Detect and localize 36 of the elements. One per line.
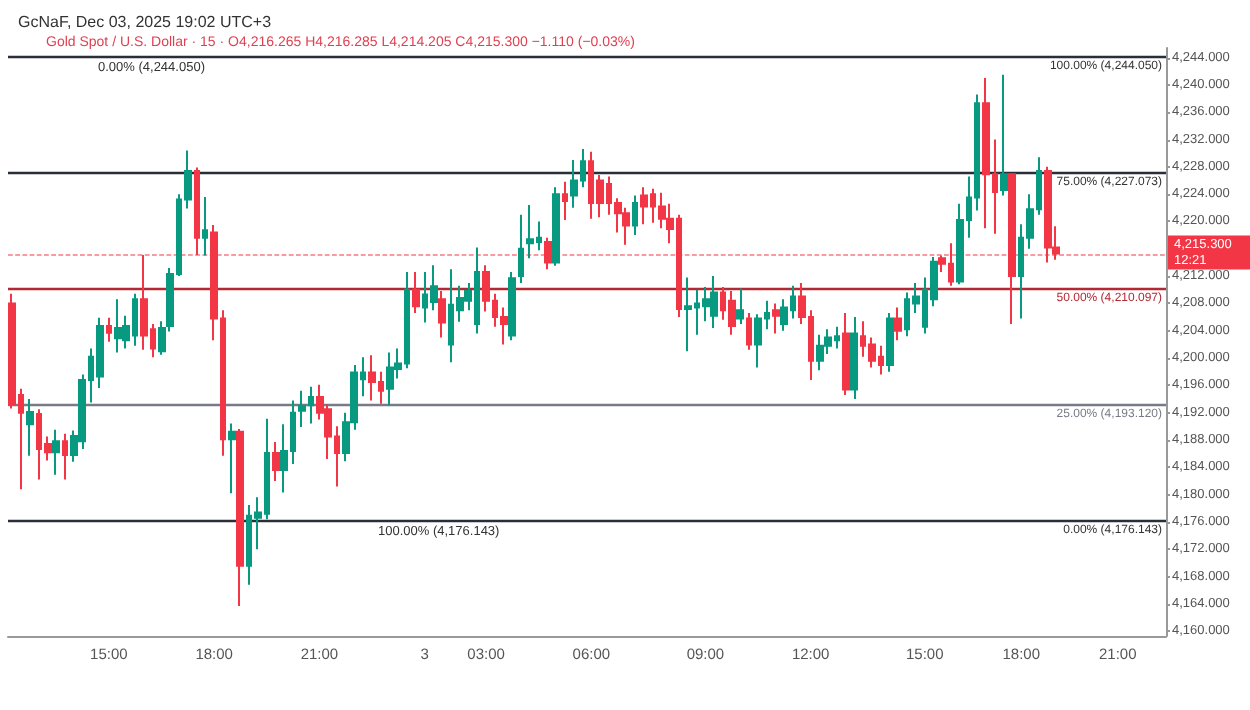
candlestick xyxy=(236,428,244,607)
candlestick xyxy=(842,311,850,396)
candlestick xyxy=(386,351,394,407)
candlestick xyxy=(640,186,648,226)
candlestick xyxy=(982,77,990,230)
candlestick xyxy=(62,432,68,481)
candlestick xyxy=(52,428,60,476)
candlestick xyxy=(228,422,236,495)
candlestick xyxy=(772,302,780,335)
candlestick xyxy=(562,180,568,222)
candlestick xyxy=(684,276,692,353)
candlestick xyxy=(552,186,560,267)
chart-title: GcNaF, Dec 03, 2025 19:02 UTC+3 xyxy=(18,13,273,31)
candlestick xyxy=(508,271,516,342)
candlestick xyxy=(746,311,752,351)
candlestick xyxy=(632,194,638,237)
candlestick xyxy=(298,389,306,429)
candlestick xyxy=(886,311,894,373)
candlestick xyxy=(526,204,534,260)
candlestick xyxy=(736,287,744,325)
candlestick xyxy=(816,333,824,372)
candlestick xyxy=(272,441,280,482)
candlestick xyxy=(728,290,736,336)
candlestick xyxy=(850,316,858,401)
candlestick xyxy=(710,275,718,329)
candlestick xyxy=(202,195,208,257)
candlestick xyxy=(412,271,420,314)
candlestick xyxy=(114,298,122,354)
candlestick xyxy=(1000,73,1008,197)
candlestick xyxy=(368,354,376,402)
candlestick xyxy=(518,213,524,284)
candlestick xyxy=(26,398,34,457)
candlestick xyxy=(106,316,112,343)
candlestick xyxy=(438,290,446,339)
candlestick xyxy=(894,306,902,342)
candlestick xyxy=(622,206,630,246)
